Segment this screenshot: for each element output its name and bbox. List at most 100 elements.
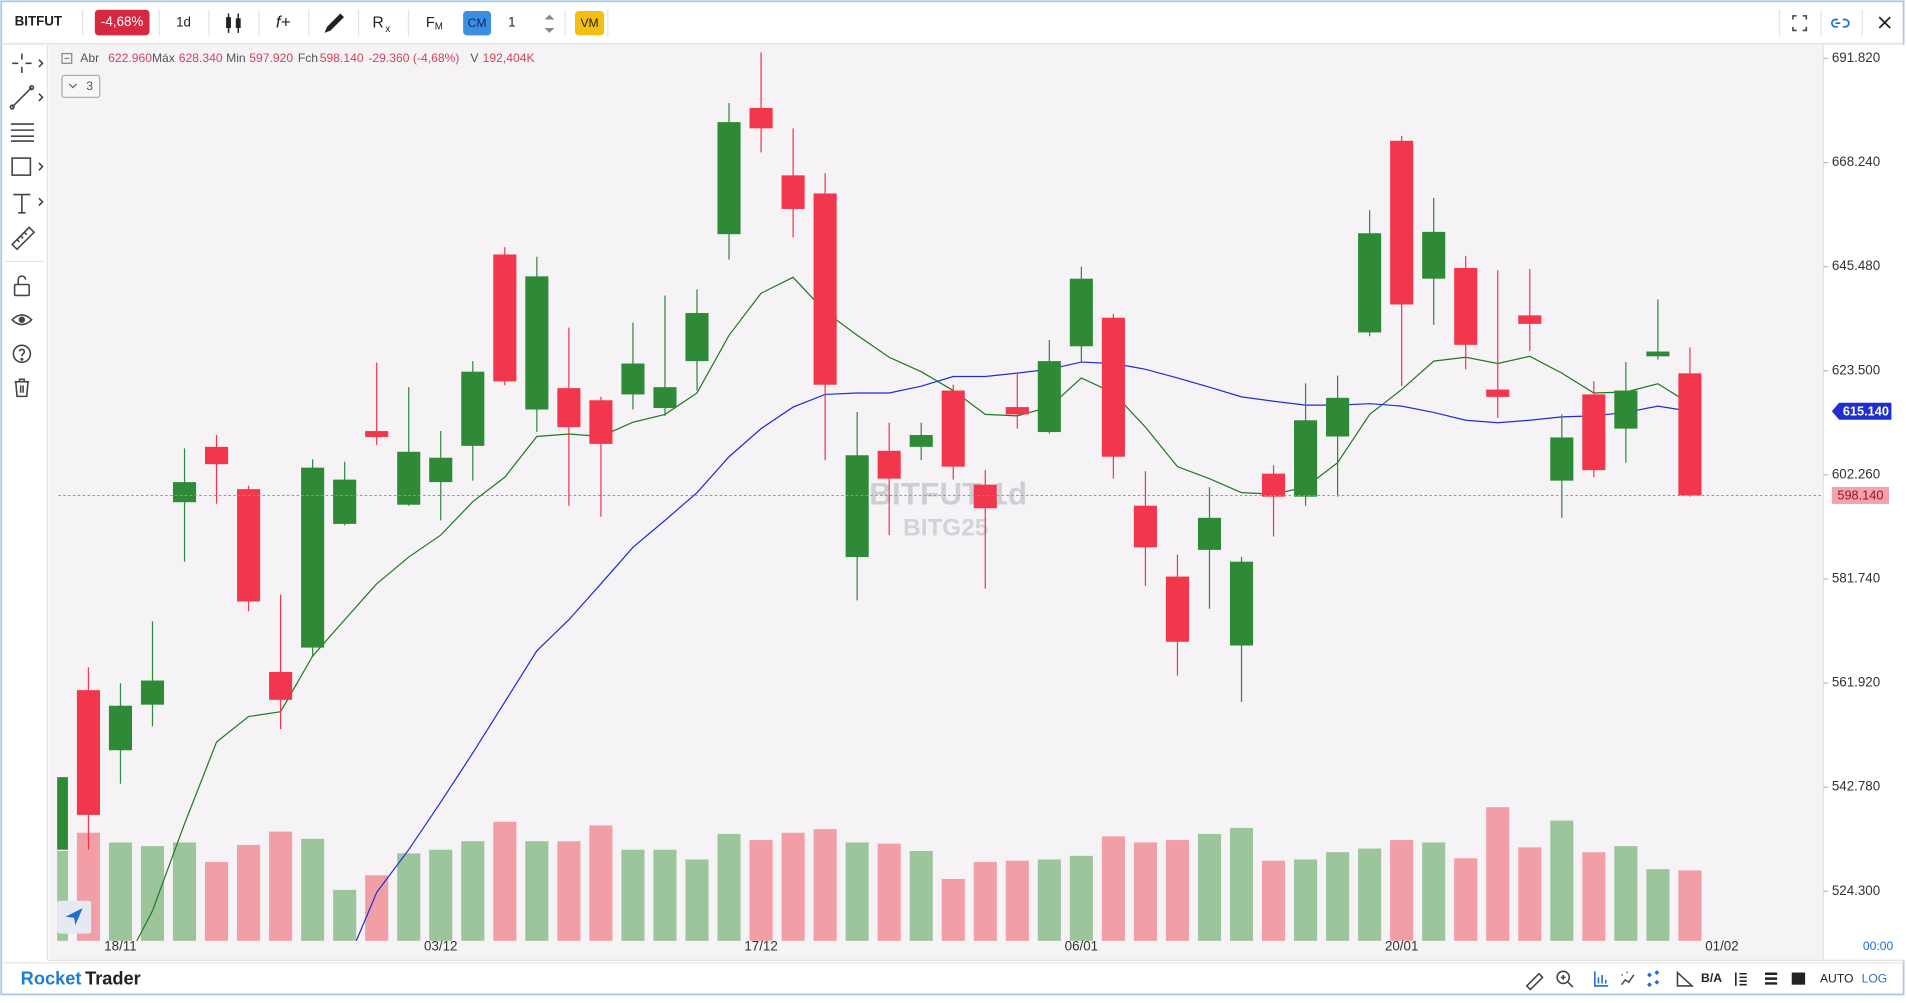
functions-button[interactable]: f+ <box>276 13 291 32</box>
watermark-symbol: BITFUT 1d <box>869 475 1027 511</box>
indicators-chevron <box>68 83 78 89</box>
y-tick-label: 524.300 <box>1832 883 1880 898</box>
auto-scale-button[interactable]: AUTO <box>1820 971 1854 985</box>
volume-bar <box>429 849 453 941</box>
candle-body <box>397 451 421 505</box>
volume-bar <box>1037 859 1061 941</box>
candle-body <box>108 705 133 751</box>
visibility-tool[interactable] <box>11 314 33 326</box>
change: -4,68% <box>101 14 143 29</box>
price-badge <box>1831 486 1889 504</box>
zoom-button[interactable] <box>1556 970 1574 988</box>
fullscreen-button[interactable] <box>1792 15 1808 32</box>
y-tick-label: 581.740 <box>1832 571 1880 586</box>
scatter-button[interactable] <box>1620 971 1635 986</box>
volume-bar <box>781 832 805 941</box>
symbol[interactable]: BITFUT <box>15 13 63 28</box>
indicator-r[interactable]: R <box>372 14 383 31</box>
cm-label: CM <box>468 16 487 30</box>
volume-bar <box>493 821 517 941</box>
volume-bar <box>909 850 933 941</box>
bid-ask-button[interactable]: B/A <box>1701 971 1722 985</box>
lines-tool[interactable] <box>10 123 35 142</box>
ruler-tool[interactable] <box>11 226 36 251</box>
pattern-button[interactable] <box>1647 970 1660 988</box>
x-tick-label: 18/11 <box>104 939 136 954</box>
volume-bar <box>1133 842 1157 941</box>
volume-bar <box>108 842 133 941</box>
y-tick-label: 623.500 <box>1832 362 1880 377</box>
book-button[interactable] <box>1735 972 1747 986</box>
indicators-toggle[interactable] <box>61 74 101 98</box>
volume-bar <box>1261 860 1286 941</box>
panel-button[interactable] <box>1791 972 1806 985</box>
candle-body <box>205 446 229 465</box>
low-label: Min <box>226 51 246 65</box>
delete-tool[interactable] <box>14 378 30 398</box>
close-label: Fch <box>298 51 318 65</box>
candle-body <box>1646 351 1670 357</box>
candle-body <box>1165 576 1190 642</box>
moving-average-line <box>355 361 1691 941</box>
volume-bar <box>653 849 677 941</box>
candle-body <box>1261 473 1286 497</box>
link-button[interactable] <box>1831 18 1850 28</box>
candle-body <box>1133 505 1157 548</box>
candle-body <box>1454 267 1478 345</box>
open-label: Abr <box>80 51 99 65</box>
indicators-count: 3 <box>86 79 93 93</box>
legend-collapse[interactable] <box>61 52 73 64</box>
navigate-icon <box>65 908 83 926</box>
draw-button[interactable] <box>324 13 345 33</box>
interval[interactable]: 1d <box>176 15 191 30</box>
close-button[interactable] <box>1878 16 1891 29</box>
candle-body <box>685 312 709 362</box>
volume-bar <box>172 842 197 941</box>
y-tick-label: 691.820 <box>1832 50 1880 65</box>
cm-pill[interactable] <box>463 11 492 36</box>
angle-button[interactable] <box>1676 970 1695 987</box>
quantity[interactable]: 1 <box>508 15 515 30</box>
indicator-f[interactable]: F <box>426 15 435 31</box>
volume-bar <box>1390 840 1414 941</box>
text-tool[interactable] <box>13 193 44 214</box>
change-pill <box>94 9 150 36</box>
vm-pill[interactable] <box>574 11 605 36</box>
vm-label: VM <box>580 16 598 30</box>
watermark-contract: BITG25 <box>903 514 988 541</box>
crosshair-tool[interactable] <box>12 53 44 74</box>
volume-bar <box>1614 846 1638 941</box>
candle-body <box>845 455 869 558</box>
volume-bar <box>1678 870 1702 941</box>
volume-bar <box>1486 807 1510 941</box>
candle-body <box>269 671 293 700</box>
list-button[interactable] <box>1764 972 1778 985</box>
candle-body <box>1614 390 1638 429</box>
brand-trader: Trader <box>85 968 141 989</box>
ruler-button[interactable] <box>1525 972 1544 991</box>
shape-tool[interactable] <box>11 157 44 176</box>
x-tick-label: 20/01 <box>1385 939 1418 954</box>
quantity-spinner[interactable] <box>544 14 555 33</box>
y-tick-label: 645.480 <box>1832 258 1880 273</box>
volume-bar <box>941 878 965 941</box>
footer: Rocket Trader B/A AUTO LOG <box>1 962 1904 991</box>
candle-body <box>493 254 517 382</box>
volume-bar <box>1197 833 1222 941</box>
volume-bar <box>1582 852 1606 941</box>
volume-bar <box>1358 848 1382 941</box>
lock-tool[interactable] <box>13 275 30 297</box>
volume-bar <box>140 846 165 941</box>
help-tool[interactable] <box>12 344 32 364</box>
volume-bar <box>589 825 613 941</box>
line-tool[interactable] <box>9 84 44 110</box>
volume-bar <box>1422 842 1446 941</box>
chart-mode-button[interactable] <box>1594 971 1609 987</box>
candle-body <box>1518 315 1542 324</box>
log-scale-button[interactable]: LOG <box>1862 971 1888 985</box>
candle-type-button[interactable] <box>226 13 241 33</box>
y-tick-label: 602.260 <box>1832 466 1880 481</box>
volume-bar <box>237 844 261 941</box>
y-tick-label: 542.780 <box>1832 779 1880 794</box>
